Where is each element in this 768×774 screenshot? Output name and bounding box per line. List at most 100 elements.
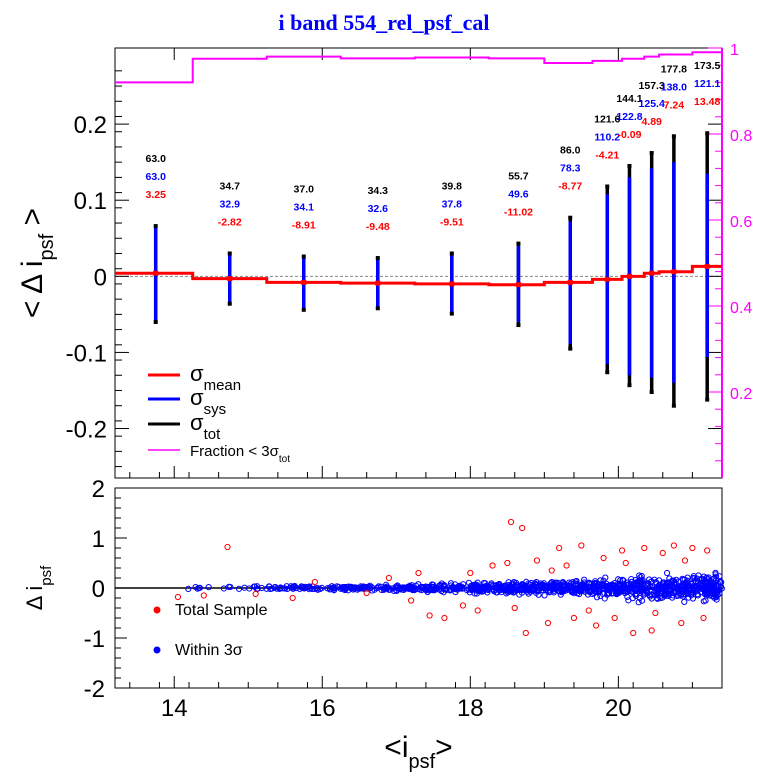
within-point bbox=[653, 589, 660, 597]
within-point bbox=[485, 586, 492, 594]
within-point bbox=[675, 578, 682, 585]
within-point bbox=[663, 569, 671, 577]
within-point bbox=[679, 588, 686, 595]
within-point bbox=[619, 585, 626, 592]
tot-data-label: 37.0 bbox=[294, 184, 315, 196]
within-point bbox=[305, 583, 312, 591]
mean-data-label: -0.09 bbox=[618, 129, 642, 141]
within-point bbox=[690, 573, 697, 580]
bottom-xtick-label: 14 bbox=[161, 695, 188, 722]
within-point bbox=[330, 586, 338, 594]
total-point bbox=[593, 622, 600, 629]
within-point bbox=[195, 584, 203, 592]
total-point bbox=[363, 589, 370, 597]
within-point bbox=[716, 590, 723, 597]
within-point bbox=[582, 584, 590, 591]
tot-error-cap bbox=[627, 383, 632, 388]
within-point bbox=[646, 591, 653, 599]
fraction-series-line bbox=[115, 51, 722, 84]
tot-data-label: 121.6 bbox=[594, 114, 620, 126]
mean-data-label: 4.89 bbox=[641, 116, 662, 128]
legend-label: σmean bbox=[190, 361, 241, 394]
within-point bbox=[365, 583, 372, 590]
within-point bbox=[358, 585, 365, 592]
within-point bbox=[716, 573, 723, 580]
within-point bbox=[423, 583, 430, 590]
total-point bbox=[618, 547, 626, 554]
within-point bbox=[437, 583, 444, 590]
total-point bbox=[585, 607, 592, 614]
sys-data-label: 138.0 bbox=[661, 81, 687, 93]
tot-data-label: 173.5 bbox=[694, 60, 720, 72]
tot-data-label: 86.0 bbox=[560, 145, 581, 157]
within-point bbox=[603, 586, 610, 593]
mean-data-label: 13.48 bbox=[694, 96, 720, 108]
bottom-ylabel: Δ ipsf bbox=[22, 565, 55, 610]
within-point bbox=[185, 585, 192, 593]
total-point bbox=[252, 590, 259, 598]
tot-error-cap bbox=[375, 256, 380, 261]
within-point bbox=[477, 585, 484, 592]
within-point bbox=[584, 591, 592, 598]
within-point bbox=[652, 579, 660, 586]
within-point bbox=[625, 597, 632, 604]
tot-error-cap bbox=[301, 307, 306, 312]
sys-data-label: 37.8 bbox=[442, 198, 463, 210]
within-point bbox=[700, 598, 707, 605]
within-point bbox=[533, 581, 540, 589]
within-point bbox=[509, 580, 516, 587]
bottom-ytick-label: -1 bbox=[84, 626, 105, 653]
total-point bbox=[522, 629, 529, 637]
top-panel: -0.2 -0.1 0 0.1 0.2 0.2 0.4 0.6 0.8 1 < Δ ipsf > 63… bbox=[16, 42, 752, 479]
tot-error-cap bbox=[671, 134, 676, 139]
within-point bbox=[614, 590, 621, 597]
within-point bbox=[471, 583, 478, 590]
top-ytick-label: -0.2 bbox=[66, 417, 107, 444]
total-point bbox=[459, 602, 467, 609]
mean-point bbox=[153, 270, 159, 276]
within-point bbox=[541, 592, 548, 599]
tot-error-cap bbox=[605, 184, 610, 189]
top-ytick-label: -0.1 bbox=[66, 340, 107, 367]
within-point bbox=[567, 583, 575, 591]
within-point bbox=[220, 585, 227, 592]
mean-point bbox=[375, 280, 381, 286]
within-point bbox=[287, 583, 295, 590]
within-point bbox=[430, 587, 437, 594]
within-point bbox=[713, 573, 720, 580]
bottom-xtick-label: 16 bbox=[309, 695, 336, 722]
within-point bbox=[694, 592, 702, 599]
mean-data-label: -9.48 bbox=[366, 221, 390, 233]
bottom-ytick-label: -2 bbox=[84, 676, 105, 703]
tot-error-cap bbox=[301, 254, 306, 259]
mean-point bbox=[671, 269, 677, 275]
top-ytick-label: 0 bbox=[94, 264, 107, 291]
total-point bbox=[407, 597, 415, 604]
tot-error-cap bbox=[449, 251, 454, 256]
within-point bbox=[688, 584, 696, 591]
bottom-legend-marker bbox=[153, 646, 161, 654]
top-ylabel: < Δ ipsf > bbox=[16, 208, 58, 318]
within-point bbox=[409, 586, 416, 593]
mean-data-label: -9.51 bbox=[440, 216, 464, 228]
within-point bbox=[629, 584, 636, 591]
bottom-xlabel: <ipsf> bbox=[384, 731, 452, 773]
within-point bbox=[450, 585, 457, 592]
within-point bbox=[299, 584, 306, 592]
within-point bbox=[626, 581, 633, 588]
mean-point bbox=[227, 276, 233, 282]
within-point bbox=[412, 582, 419, 589]
chart-title: i band 554_rel_psf_cal bbox=[278, 10, 489, 35]
total-point bbox=[670, 542, 677, 549]
total-point bbox=[659, 549, 666, 557]
within-point bbox=[524, 583, 531, 590]
within-point bbox=[635, 599, 642, 606]
sys-data-label: 125.4 bbox=[639, 98, 665, 110]
within-point bbox=[604, 590, 612, 597]
total-point bbox=[548, 567, 555, 574]
total-point bbox=[689, 544, 696, 552]
total-point bbox=[519, 524, 526, 532]
within-point bbox=[576, 590, 583, 598]
within-point bbox=[360, 585, 367, 592]
within-point bbox=[718, 579, 725, 586]
